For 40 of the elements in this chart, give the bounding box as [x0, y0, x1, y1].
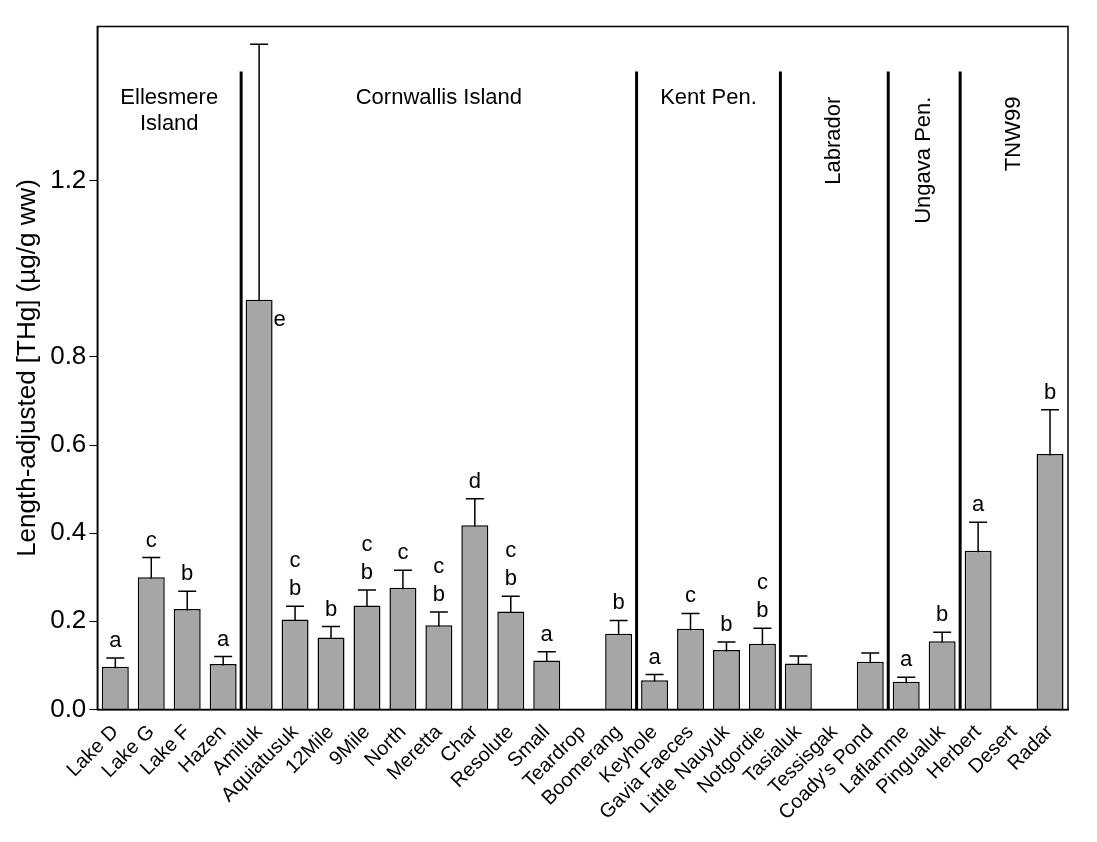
annotation: c — [361, 531, 373, 557]
annotation: b — [360, 559, 374, 585]
annotation: c — [505, 537, 517, 563]
annotation: b — [181, 560, 194, 586]
annotation: a — [900, 646, 914, 672]
annotation: Kent Pen. — [660, 83, 757, 109]
y-tick-label: 0.2 — [50, 604, 87, 635]
annotation: c — [685, 582, 697, 608]
annotation: c — [145, 526, 157, 552]
y-tick-label: 0.0 — [50, 692, 87, 723]
annotation: b — [756, 597, 769, 623]
annotation: Labrador — [820, 96, 846, 185]
annotation: a — [540, 620, 554, 646]
annotation: a — [217, 625, 231, 651]
annotation: c — [397, 539, 409, 565]
annotation: c — [289, 547, 301, 573]
annotation: c — [433, 553, 445, 579]
annotation: Ungava Pen. — [910, 96, 936, 224]
annotation: a — [109, 626, 123, 652]
y-tick-label: 0.6 — [50, 428, 87, 459]
annotation: TNW99 — [1000, 96, 1026, 172]
annotation: b — [1043, 378, 1057, 404]
annotation: a — [972, 491, 985, 517]
y-tick-label: 1.2 — [50, 163, 87, 194]
annotation: b — [720, 611, 733, 637]
annotation: Cornwallis Island — [355, 83, 523, 109]
annotation: b — [288, 575, 302, 601]
y-axis-title: Length-adjusted [THg] (µg/g ww) — [10, 179, 41, 557]
annotation: e — [273, 305, 286, 331]
annotation: b — [936, 601, 949, 627]
annotation: Ellesmere Island — [120, 83, 219, 135]
annotation: b — [432, 581, 445, 607]
annotation: a — [648, 643, 662, 669]
annotation: d — [468, 467, 481, 493]
annotation: b — [504, 565, 517, 591]
y-tick-label: 0.8 — [50, 340, 87, 371]
annotation: b — [324, 595, 338, 621]
y-tick-label: 0.4 — [50, 516, 87, 547]
annotation: b — [612, 589, 625, 615]
annotation: c — [756, 569, 768, 595]
